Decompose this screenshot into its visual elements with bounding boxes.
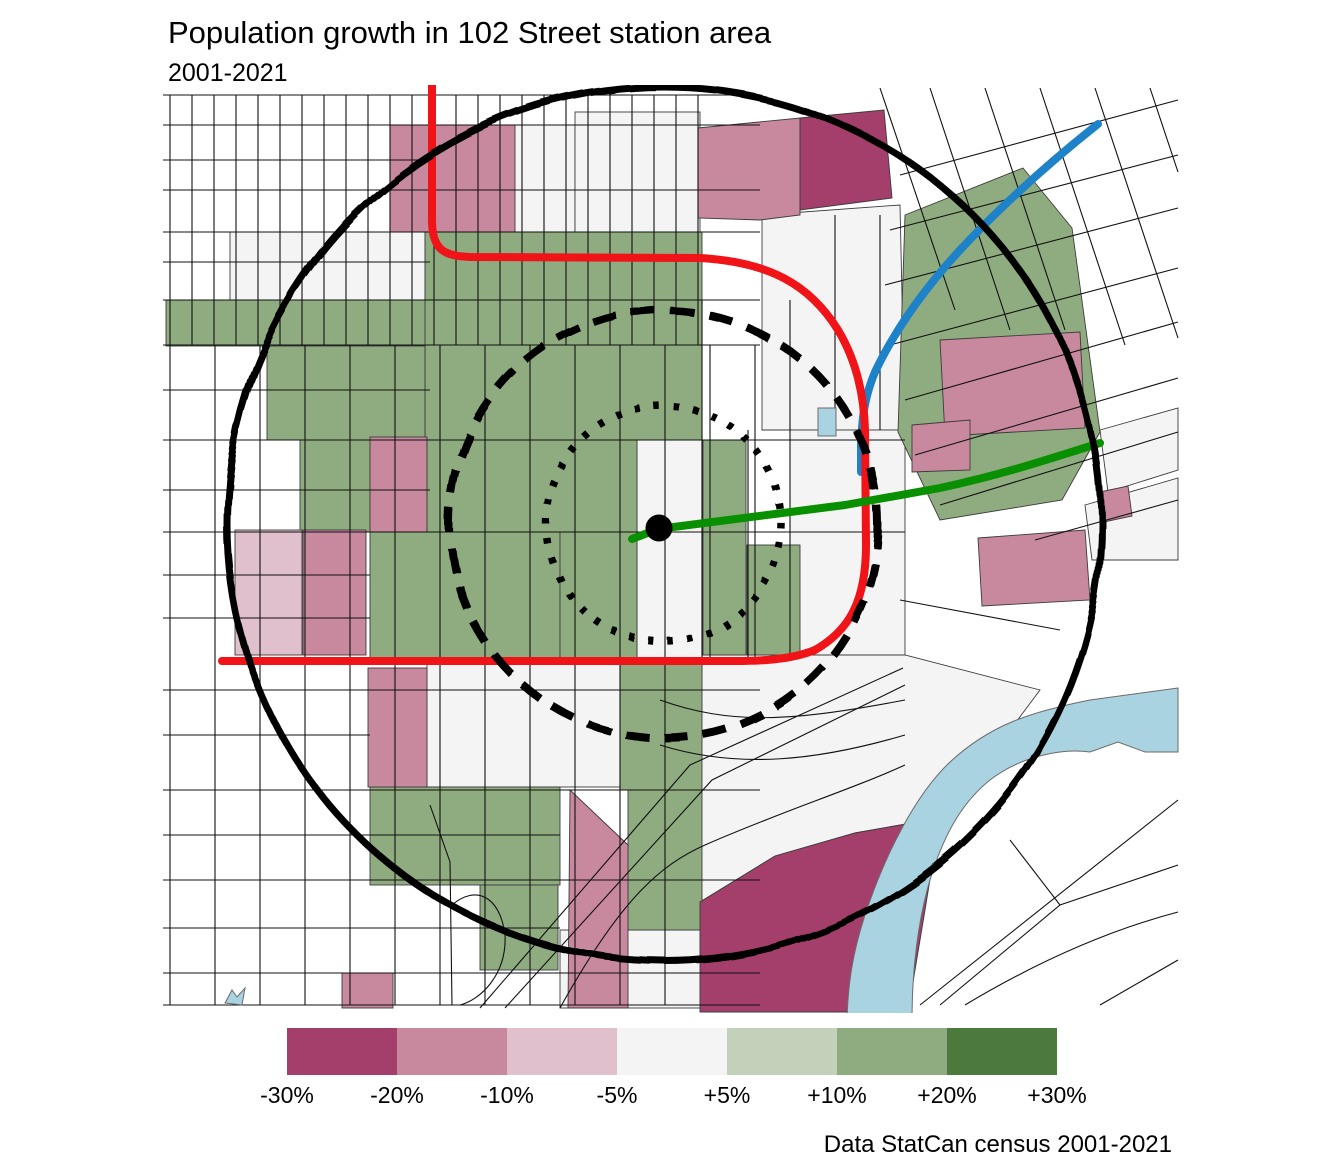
red-route-line	[218, 85, 870, 665]
green-route-line	[628, 439, 1104, 543]
legend-label: -10%	[480, 1082, 534, 1108]
map-canvas	[163, 85, 1179, 1013]
legend-swatch	[287, 1028, 397, 1075]
legend-label: +5%	[704, 1082, 751, 1108]
water-layer	[224, 407, 1179, 1013]
legend-swatch	[947, 1028, 1057, 1075]
legend-label: +10%	[807, 1082, 866, 1108]
street-grid-southeast	[919, 799, 1179, 1006]
legend: -30% -20% -10% -5% +5% +10% +20% +30%	[260, 1028, 1087, 1108]
legend-swatch	[397, 1028, 507, 1075]
legend-swatches	[287, 1028, 1057, 1075]
river-polygon	[846, 687, 1179, 1013]
census-polygons-decline	[302, 117, 1133, 1009]
pond	[817, 407, 837, 437]
legend-label: -30%	[260, 1082, 314, 1108]
legend-swatch	[837, 1028, 947, 1075]
map-subtitle: 2001-2021	[168, 59, 288, 87]
station-marker	[645, 514, 673, 542]
legend-swatch	[617, 1028, 727, 1075]
map-title: Population growth in 102 Street station …	[168, 15, 772, 50]
legend-swatch	[507, 1028, 617, 1075]
census-polygons-mild-decline	[234, 529, 303, 656]
legend-label: +30%	[1027, 1082, 1086, 1108]
legend-label: +20%	[917, 1082, 976, 1108]
outer-solid-buffer-circle	[223, 85, 1105, 965]
legend-label: -5%	[597, 1082, 638, 1108]
buffer-rings	[223, 85, 1105, 965]
middle-dashed-buffer-circle	[446, 306, 882, 742]
legend-swatch	[727, 1028, 837, 1075]
legend-labels: -30% -20% -10% -5% +5% +10% +20% +30%	[260, 1082, 1087, 1108]
legend-label: -20%	[370, 1082, 424, 1108]
small-water-feature	[224, 986, 246, 1006]
data-source-caption: Data StatCan census 2001-2021	[824, 1131, 1172, 1152]
route-lines	[218, 85, 1104, 665]
inner-dotted-buffer-circle	[542, 402, 786, 646]
